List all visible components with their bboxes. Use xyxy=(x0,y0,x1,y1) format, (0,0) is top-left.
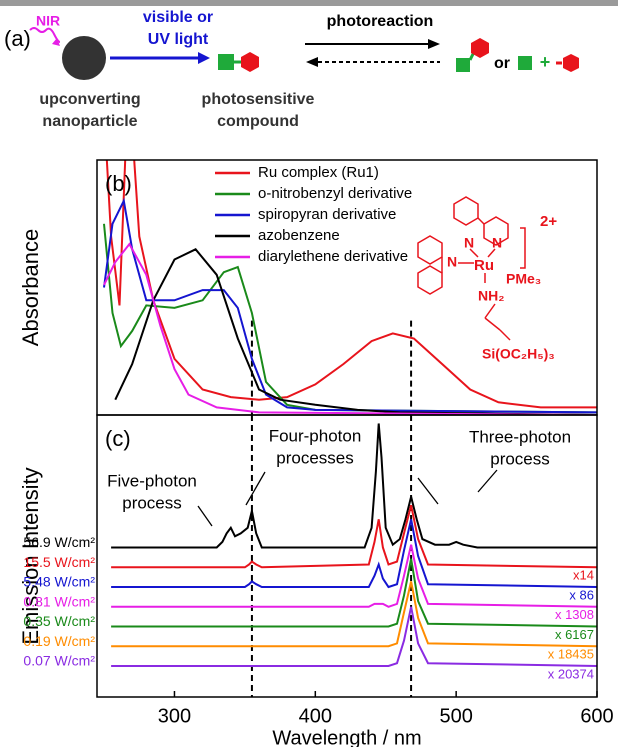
molecule-part xyxy=(563,54,579,72)
legend-label: diarylethene derivative xyxy=(258,248,408,265)
panel-label: (c) xyxy=(105,426,131,451)
plot-frame xyxy=(96,414,598,698)
light-arrowhead xyxy=(198,52,210,64)
nir-label: NIR xyxy=(36,13,60,29)
forward-arrowhead xyxy=(428,39,440,49)
annotation: Three-photon xyxy=(469,427,571,446)
series-line xyxy=(111,606,597,667)
reverse-arrowhead xyxy=(306,57,318,67)
molecule-part xyxy=(241,52,259,72)
nanoparticle-label: nanoparticle xyxy=(42,113,137,130)
series-label: 0.19 W/cm² xyxy=(23,633,95,649)
legend-label: Ru complex (Ru1) xyxy=(258,164,379,181)
annotation-pointer xyxy=(245,471,266,506)
series-label: 0.35 W/cm² xyxy=(23,613,95,629)
molecule-part xyxy=(471,38,489,58)
series-line xyxy=(111,519,597,589)
y-axis-label: Emission Intensity xyxy=(18,467,43,644)
series-label: 15.5 W/cm² xyxy=(23,554,95,570)
amine-label: NH₂ xyxy=(478,288,504,304)
panel-label: (b) xyxy=(105,171,132,196)
x-tick-label: 600 xyxy=(580,705,613,727)
series-line xyxy=(111,558,597,628)
x-tick-label: 300 xyxy=(158,705,191,727)
panel-label: (a) xyxy=(4,26,31,51)
phosphine-label: PMe₃ xyxy=(506,271,541,287)
molecule-part xyxy=(218,54,234,70)
legend-label: azobenzene xyxy=(258,227,340,244)
x-tick-label: 500 xyxy=(439,705,472,727)
series-line xyxy=(111,504,597,569)
atom-label: N xyxy=(464,235,474,251)
silane-label: Si(OC₂H₅)₃ xyxy=(482,346,555,362)
light-label: visible or xyxy=(143,9,213,26)
x-axis-label: Wavelength / nm xyxy=(272,727,421,747)
scale-label: x 20374 xyxy=(548,666,594,681)
annotation: processes xyxy=(276,448,353,467)
y-axis-label: Absorbance xyxy=(18,229,43,346)
series-line xyxy=(111,581,597,648)
series-label: 0.07 W/cm² xyxy=(23,653,95,669)
annotation: process xyxy=(490,449,550,468)
series-line xyxy=(103,242,597,415)
or-label: or xyxy=(494,55,510,72)
atom-label: N xyxy=(447,254,457,270)
compound-label: photosensitive xyxy=(202,91,315,108)
scale-label: x 18435 xyxy=(548,647,594,662)
series-label: 56.9 W/cm² xyxy=(23,534,95,550)
structure-drawing xyxy=(417,196,526,341)
scale-label: x 1308 xyxy=(555,607,594,622)
legend-label: o-nitrobenzyl derivative xyxy=(258,185,412,202)
atom-label: N xyxy=(492,235,502,251)
nanoparticle-label: upconverting xyxy=(39,91,140,108)
plus-sign: + xyxy=(540,52,551,72)
annotation: Four-photon xyxy=(269,426,362,445)
molecule-part xyxy=(518,56,532,70)
annotation-pointer xyxy=(197,505,213,527)
light-label: UV light xyxy=(148,31,209,48)
molecule-part xyxy=(456,58,470,72)
annotation: process xyxy=(122,493,182,512)
annotation: Five-photon xyxy=(107,471,197,490)
series-label: 0.81 W/cm² xyxy=(23,593,95,609)
series-line xyxy=(111,423,597,549)
nir-arrowhead xyxy=(52,38,60,46)
nir-wave xyxy=(29,27,61,43)
legend-label: spiropyran derivative xyxy=(258,206,396,223)
scale-label: x 6167 xyxy=(555,627,594,642)
annotation-pointer xyxy=(417,477,439,505)
x-tick-label: 400 xyxy=(299,705,332,727)
scale-label: x14 xyxy=(573,568,594,583)
compound-label: compound xyxy=(217,113,299,130)
charge-label: 2+ xyxy=(540,213,557,230)
reaction-label: photoreaction xyxy=(327,13,434,30)
scale-label: x 86 xyxy=(569,587,594,602)
nanoparticle xyxy=(62,36,106,80)
top-bar xyxy=(0,0,618,6)
series-label: 5.48 W/cm² xyxy=(23,574,95,590)
series-line xyxy=(103,197,597,414)
annotation-pointer xyxy=(477,469,498,493)
metal-label: Ru xyxy=(474,257,494,274)
series-line xyxy=(111,544,597,608)
